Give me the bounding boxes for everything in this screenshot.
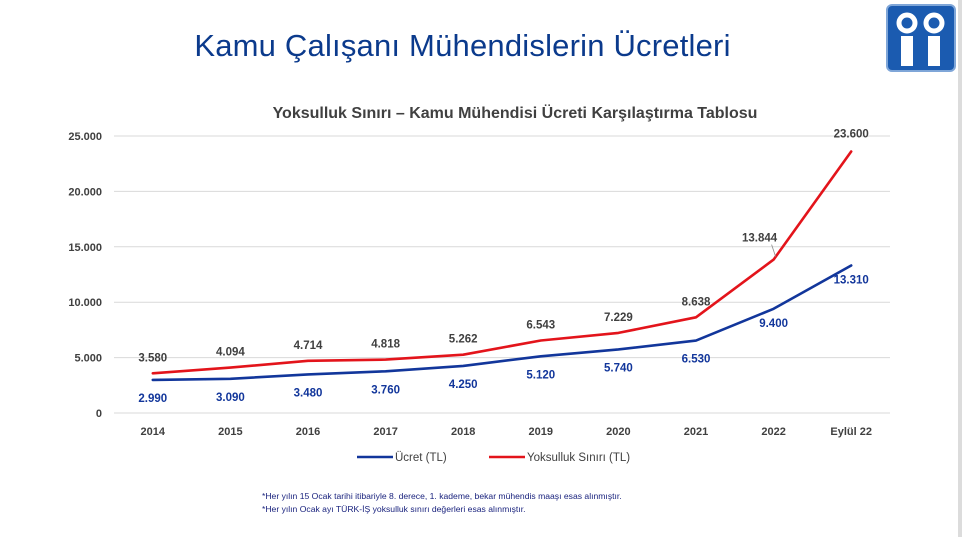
x-tick-label: 2014 [141, 426, 166, 438]
y-tick-label: 10.000 [68, 297, 102, 309]
data-label-ucret: 3.760 [371, 384, 400, 396]
data-label-ucret: 5.120 [526, 369, 555, 381]
x-tick-label: 2018 [451, 426, 475, 438]
x-tick-label: 2015 [218, 426, 242, 438]
data-label-ucret: 3.090 [216, 392, 245, 404]
x-tick-label: 2020 [606, 426, 630, 438]
data-label-yoksulluk: 3.580 [138, 352, 167, 364]
data-label-ucret: 6.530 [682, 354, 711, 366]
data-label-yoksulluk: 13.844 [742, 233, 778, 245]
chart-title: Yoksulluk Sınırı – Kamu Mühendisi Ücreti… [273, 103, 758, 122]
data-label-yoksulluk: 7.229 [604, 312, 633, 324]
data-label-yoksulluk: 5.262 [449, 334, 478, 346]
x-tick-label: 2017 [373, 426, 397, 438]
x-tick-label: 2019 [529, 426, 553, 438]
data-label-ucret: 9.400 [759, 318, 788, 330]
x-tick-label: 2022 [761, 426, 785, 438]
x-tick-label: 2021 [684, 426, 708, 438]
data-label-ucret: 3.480 [294, 387, 323, 399]
data-label-yoksulluk: 23.600 [834, 129, 869, 141]
logo-icon [886, 4, 956, 72]
data-label-ucret: 5.740 [604, 362, 633, 374]
y-tick-label: 15.000 [68, 242, 102, 254]
series-line-ucret [151, 264, 853, 382]
data-label-yoksulluk: 4.094 [216, 347, 245, 359]
y-tick-label: 0 [96, 408, 102, 420]
data-label-yoksulluk: 4.818 [371, 339, 400, 351]
y-tick-label: 5.000 [74, 353, 102, 365]
data-label-yoksulluk: 6.543 [526, 320, 555, 332]
footnote-1: *Her yılın 15 Ocak tarihi itibariyle 8. … [262, 491, 622, 501]
x-tick-label: 2016 [296, 426, 320, 438]
slide-title: Kamu Çalışanı Mühendislerin Ücretleri [194, 28, 731, 63]
legend-label-yoksulluk: Yoksulluk Sınırı (TL) [527, 452, 630, 464]
footnote-2: *Her yılın Ocak ayı TÜRK-İŞ yoksulluk sı… [262, 504, 526, 514]
x-tick-label: Eylül 22 [830, 426, 872, 438]
data-label-leader [771, 244, 776, 257]
data-label-ucret: 13.310 [834, 275, 869, 287]
data-label-ucret: 4.250 [449, 379, 478, 391]
footnotes: *Her yılın 15 Ocak tarihi itibariyle 8. … [262, 490, 622, 516]
data-label-yoksulluk: 8.638 [682, 296, 711, 308]
data-label-yoksulluk: 4.714 [294, 340, 323, 352]
data-label-ucret: 2.990 [138, 393, 167, 405]
series-line-yoksulluk [151, 150, 853, 375]
legend-label-ucret: Ücret (TL) [395, 452, 447, 464]
y-tick-label: 25.000 [68, 131, 102, 143]
slide-edge [958, 0, 962, 537]
y-tick-label: 20.000 [68, 186, 102, 198]
